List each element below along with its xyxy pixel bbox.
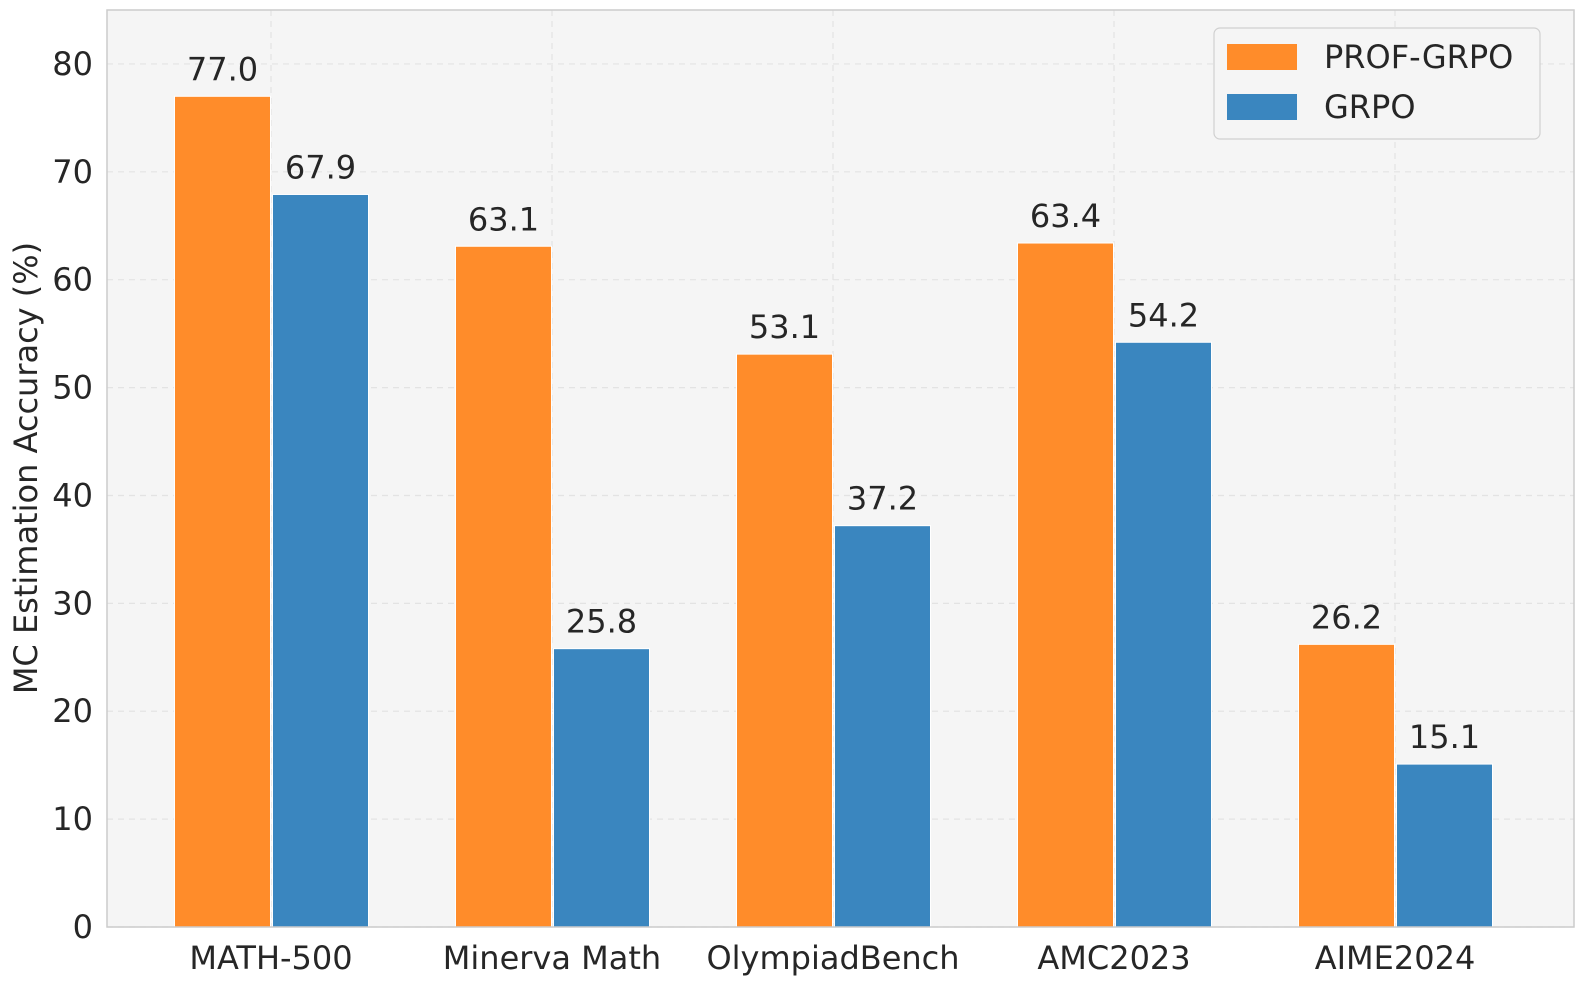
y-tick-label: 0 xyxy=(73,908,93,946)
x-tick-label: OlympiadBench xyxy=(706,939,959,977)
bar-prof-grpo xyxy=(455,245,552,928)
legend-swatch xyxy=(1227,44,1297,70)
bar-prof-grpo xyxy=(174,95,271,928)
bar-grpo xyxy=(272,193,369,928)
y-tick-label: 70 xyxy=(52,153,93,191)
y-tick-label: 80 xyxy=(52,45,93,83)
y-tick-label: 40 xyxy=(52,476,93,514)
y-tick-label: 10 xyxy=(52,800,93,838)
data-label: 63.4 xyxy=(1030,197,1101,235)
y-axis-ticks: 0 10 20 30 40 50 60 70 80 xyxy=(52,45,93,946)
bars xyxy=(174,95,1493,928)
x-axis-ticks: MATH-500 Minerva Math OlympiadBench AMC2023… xyxy=(189,939,1475,977)
data-label: 37.2 xyxy=(847,480,918,518)
data-labels: 77.0 67.9 63.1 25.8 53.1 37.2 63.4 54.2 26.2 15.1 xyxy=(187,50,1480,756)
bar-grpo xyxy=(553,648,650,928)
bar-grpo xyxy=(1396,763,1493,928)
legend-swatch xyxy=(1227,94,1297,120)
data-label: 53.1 xyxy=(749,308,820,346)
y-tick-label: 50 xyxy=(52,369,93,407)
bar-grpo xyxy=(834,525,931,928)
legend: PROF-GRPO GRPO xyxy=(1213,27,1541,140)
y-tick-label: 60 xyxy=(52,261,93,299)
x-tick-label: AMC2023 xyxy=(1037,939,1190,977)
bar-grpo xyxy=(1115,341,1212,928)
data-label: 63.1 xyxy=(468,200,539,238)
data-label: 67.9 xyxy=(285,148,356,186)
x-tick-label: MATH-500 xyxy=(189,939,352,977)
x-tick-label: AIME2024 xyxy=(1315,939,1476,977)
plot-frame xyxy=(106,9,1575,928)
bar-prof-grpo xyxy=(1017,242,1114,928)
y-axis-title: MC Estimation Accuracy (%) xyxy=(7,242,45,694)
bar-prof-grpo xyxy=(736,353,833,928)
x-tick-label: Minerva Math xyxy=(443,939,661,977)
bar-prof-grpo xyxy=(1298,643,1395,928)
legend-label: GRPO xyxy=(1324,88,1416,126)
data-label: 54.2 xyxy=(1128,296,1199,334)
legend-label: PROF-GRPO xyxy=(1324,38,1513,76)
y-tick-label: 20 xyxy=(52,692,93,730)
data-label: 15.1 xyxy=(1409,718,1480,756)
data-label: 25.8 xyxy=(566,603,637,641)
data-label: 26.2 xyxy=(1311,598,1382,636)
data-label: 77.0 xyxy=(187,50,258,88)
y-tick-label: 30 xyxy=(52,584,93,622)
